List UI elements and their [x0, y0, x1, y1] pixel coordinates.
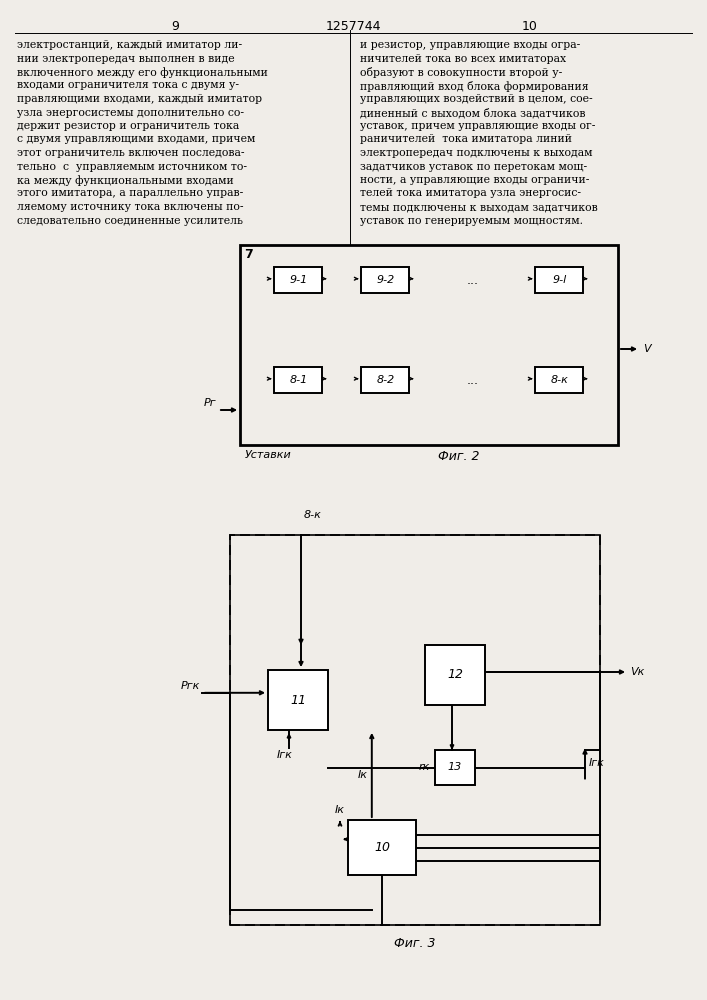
Text: 13: 13 [448, 762, 462, 772]
Text: Рг: Рг [204, 398, 216, 408]
Text: Iк: Iк [358, 770, 368, 780]
Text: ности, а управляющие входы ограничи-: ности, а управляющие входы ограничи- [360, 175, 590, 185]
Text: Ргк: Ргк [180, 681, 200, 691]
Text: узла энергосистемы дополнительно со-: узла энергосистемы дополнительно со- [17, 107, 244, 117]
Text: электростанций, каждый имитатор ли-: электростанций, каждый имитатор ли- [17, 40, 242, 50]
Text: ка между функциональными входами: ка между функциональными входами [17, 175, 234, 186]
Text: 8-2: 8-2 [376, 375, 395, 385]
Text: тельно  с  управляемым источником то-: тельно с управляемым источником то- [17, 161, 247, 172]
Text: 9: 9 [171, 20, 179, 33]
Text: Фиг. 3: Фиг. 3 [395, 937, 436, 950]
FancyBboxPatch shape [425, 645, 485, 705]
Text: 10: 10 [374, 841, 390, 854]
Text: 10: 10 [522, 20, 538, 33]
Text: уставок, причем управляющие входы ог-: уставок, причем управляющие входы ог- [360, 121, 595, 131]
Text: Iк: Iк [335, 805, 345, 815]
Text: Iгк: Iгк [277, 750, 293, 760]
Text: 9-1: 9-1 [289, 275, 308, 285]
Text: этот ограничитель включен последова-: этот ограничитель включен последова- [17, 148, 245, 158]
Text: ничителей тока во всех имитаторах: ничителей тока во всех имитаторах [360, 53, 566, 64]
FancyBboxPatch shape [361, 267, 409, 293]
Text: правляющими входами, каждый имитатор: правляющими входами, каждый имитатор [17, 94, 262, 104]
Text: 8-к: 8-к [551, 375, 568, 385]
Text: Уставки: Уставки [245, 450, 292, 460]
FancyBboxPatch shape [268, 670, 328, 730]
Text: rк: rк [419, 762, 430, 772]
FancyBboxPatch shape [535, 367, 583, 393]
Text: образуют в совокупности второй у-: образуют в совокупности второй у- [360, 67, 562, 78]
Bar [230, 535, 600, 925]
Text: раничителей  тока имитатора линий: раничителей тока имитатора линий [360, 134, 572, 144]
Text: с двумя управляющими входами, причем: с двумя управляющими входами, причем [17, 134, 255, 144]
Text: ляемому источнику тока включены по-: ляемому источнику тока включены по- [17, 202, 243, 212]
Text: этого имитатора, а параллельно управ-: этого имитатора, а параллельно управ- [17, 188, 243, 198]
Text: ...: ... [467, 273, 479, 286]
Text: 8-1: 8-1 [289, 375, 308, 385]
FancyBboxPatch shape [274, 367, 322, 393]
Text: 7: 7 [244, 248, 252, 261]
Text: 9-2: 9-2 [376, 275, 395, 285]
FancyBboxPatch shape [240, 245, 618, 445]
Text: держит резистор и ограничитель тока: держит резистор и ограничитель тока [17, 121, 239, 131]
FancyBboxPatch shape [435, 750, 475, 785]
Text: 8-к: 8-к [304, 510, 322, 520]
Text: телей тока имитатора узла энергосис-: телей тока имитатора узла энергосис- [360, 188, 581, 198]
Text: V: V [643, 344, 650, 354]
Text: Iгк: Iгк [589, 758, 605, 768]
Text: следовательно соединенные усилитель: следовательно соединенные усилитель [17, 216, 243, 226]
Text: Фиг. 2: Фиг. 2 [438, 450, 480, 463]
Text: и резистор, управляющие входы огра-: и резистор, управляющие входы огра- [360, 40, 580, 50]
Text: 9-l: 9-l [552, 275, 566, 285]
Text: правляющий вход блока формирования: правляющий вход блока формирования [360, 81, 589, 92]
Text: нии электропередач выполнен в виде: нии электропередач выполнен в виде [17, 53, 235, 64]
Text: управляющих воздействий в целом, сое-: управляющих воздействий в целом, сое- [360, 94, 592, 104]
FancyBboxPatch shape [348, 820, 416, 875]
FancyBboxPatch shape [274, 267, 322, 293]
Text: ...: ... [467, 373, 479, 386]
Text: 1257744: 1257744 [325, 20, 381, 33]
Text: электропередач подключены к выходам: электропередач подключены к выходам [360, 148, 592, 158]
FancyBboxPatch shape [361, 367, 409, 393]
FancyBboxPatch shape [535, 267, 583, 293]
Text: уставок по генерируемым мощностям.: уставок по генерируемым мощностям. [360, 216, 583, 226]
Text: включенного между его функциональными: включенного между его функциональными [17, 67, 268, 78]
Text: задатчиков уставок по перетокам мощ-: задатчиков уставок по перетокам мощ- [360, 161, 587, 172]
Text: входами ограничителя тока с двумя у-: входами ограничителя тока с двумя у- [17, 81, 239, 91]
Text: диненный с выходом блока задатчиков: диненный с выходом блока задатчиков [360, 107, 585, 118]
Text: Vк: Vк [630, 667, 644, 677]
Text: 11: 11 [290, 694, 306, 706]
Text: темы подключены к выходам задатчиков: темы подключены к выходам задатчиков [360, 202, 597, 212]
Text: 12: 12 [447, 668, 463, 682]
